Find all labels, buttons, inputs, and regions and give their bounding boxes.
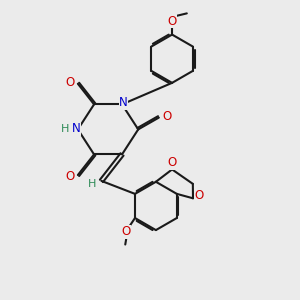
Text: O: O — [167, 157, 177, 169]
Text: N: N — [72, 122, 81, 135]
Text: O: O — [167, 15, 177, 28]
Text: O: O — [195, 189, 204, 202]
Text: H: H — [88, 179, 96, 189]
Text: O: O — [122, 225, 131, 239]
Text: O: O — [65, 76, 74, 89]
Text: N: N — [119, 96, 128, 110]
Text: O: O — [163, 110, 172, 123]
Text: H: H — [60, 124, 69, 134]
Text: O: O — [65, 170, 74, 183]
